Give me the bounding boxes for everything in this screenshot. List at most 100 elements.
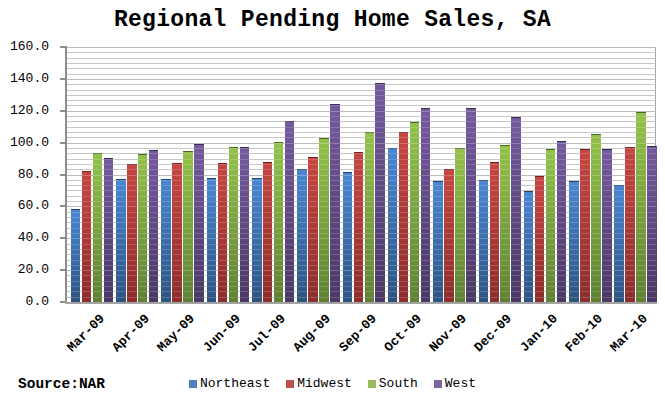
y-tick-label: 80.0: [0, 168, 49, 182]
minor-gridline: [67, 74, 656, 75]
minor-gridline: [67, 169, 656, 170]
minor-gridline: [67, 153, 656, 154]
minor-gridline: [67, 159, 656, 160]
legend-swatch-northeast: [189, 380, 197, 388]
y-tick: [60, 110, 65, 112]
legend-item-northeast: Northeast: [189, 377, 270, 391]
minor-gridline: [67, 105, 656, 106]
bar-northeast-nov-09: [433, 181, 443, 302]
y-tick: [60, 174, 65, 176]
x-axis-line: [65, 302, 657, 304]
minor-gridline: [67, 127, 656, 128]
minor-gridline: [67, 121, 656, 122]
y-tick-label: 160.0: [0, 40, 49, 54]
legend-item-south: South: [368, 377, 418, 391]
chart-page: { "title": "Regional Pending Home Sales,…: [0, 0, 665, 414]
minor-gridline: [67, 148, 656, 149]
major-gridline: [67, 79, 656, 80]
minor-gridline: [67, 217, 656, 218]
bar-west-feb-10: [602, 149, 612, 302]
bar-northeast-aug-09: [297, 169, 307, 302]
bar-west-dec-09: [511, 117, 521, 302]
minor-gridline: [67, 297, 656, 298]
chart-title: Regional Pending Home Sales, SA: [0, 7, 665, 33]
y-tick-label: 120.0: [0, 104, 49, 118]
minor-gridline: [67, 185, 656, 186]
bar-west-aug-09: [330, 104, 340, 302]
bar-northeast-dec-09: [479, 180, 489, 302]
bar-northeast-feb-10: [569, 181, 579, 302]
minor-gridline: [67, 260, 656, 261]
minor-gridline: [67, 291, 656, 292]
y-tick-label: 100.0: [0, 136, 49, 150]
minor-gridline: [67, 281, 656, 282]
minor-gridline: [67, 190, 656, 191]
minor-gridline: [67, 52, 656, 53]
y-tick: [60, 78, 65, 80]
minor-gridline: [67, 63, 656, 64]
minor-gridline: [67, 254, 656, 255]
major-gridline: [67, 206, 656, 207]
bar-midwest-feb-10: [580, 149, 590, 302]
legend-swatch-midwest: [286, 380, 294, 388]
source-label: Source:NAR: [18, 376, 105, 392]
major-gridline: [67, 111, 656, 112]
minor-gridline: [67, 90, 656, 91]
y-tick-label: 140.0: [0, 72, 49, 86]
y-tick: [60, 269, 65, 271]
y-tick-label: 40.0: [0, 231, 49, 245]
legend-label: Midwest: [297, 377, 352, 391]
bar-midwest-nov-09: [444, 169, 454, 302]
minor-gridline: [67, 95, 656, 96]
bar-south-may-09: [183, 151, 193, 302]
legend-item-west: West: [434, 377, 476, 391]
bar-northeast-may-09: [161, 179, 171, 302]
major-gridline: [67, 238, 656, 239]
y-tick: [60, 142, 65, 144]
major-gridline: [67, 47, 656, 48]
minor-gridline: [67, 137, 656, 138]
minor-gridline: [67, 116, 656, 117]
legend-swatch-west: [434, 380, 442, 388]
y-tick: [60, 205, 65, 207]
legend-swatch-south: [368, 380, 376, 388]
minor-gridline: [67, 286, 656, 287]
minor-gridline: [67, 58, 656, 59]
minor-gridline: [67, 222, 656, 223]
legend-label: South: [379, 377, 418, 391]
bar-west-apr-09: [149, 150, 159, 302]
y-tick: [60, 237, 65, 239]
major-gridline: [67, 270, 656, 271]
minor-gridline: [67, 265, 656, 266]
minor-gridline: [67, 84, 656, 85]
y-axis-line: [65, 46, 67, 304]
minor-gridline: [67, 233, 656, 234]
minor-gridline: [67, 164, 656, 165]
bar-northeast-oct-09: [388, 148, 398, 302]
legend-item-midwest: Midwest: [286, 377, 352, 391]
minor-gridline: [67, 132, 656, 133]
minor-gridline: [67, 196, 656, 197]
y-tick-label: 0.0: [0, 295, 49, 309]
y-tick-label: 20.0: [0, 263, 49, 277]
y-tick: [60, 46, 65, 48]
y-tick: [60, 301, 65, 303]
legend-label: West: [445, 377, 476, 391]
bar-south-jan-10: [546, 149, 556, 302]
bar-northeast-apr-09: [116, 179, 126, 302]
legend-label: Northeast: [200, 377, 270, 391]
y-tick-label: 60.0: [0, 199, 49, 213]
bar-south-nov-09: [455, 148, 465, 302]
minor-gridline: [67, 244, 656, 245]
plot-area: [67, 47, 656, 302]
minor-gridline: [67, 180, 656, 181]
minor-gridline: [67, 68, 656, 69]
minor-gridline: [67, 249, 656, 250]
minor-gridline: [67, 212, 656, 213]
minor-gridline: [67, 201, 656, 202]
bar-south-aug-09: [319, 138, 329, 302]
major-gridline: [67, 143, 656, 144]
major-gridline: [67, 175, 656, 176]
minor-gridline: [67, 100, 656, 101]
minor-gridline: [67, 228, 656, 229]
